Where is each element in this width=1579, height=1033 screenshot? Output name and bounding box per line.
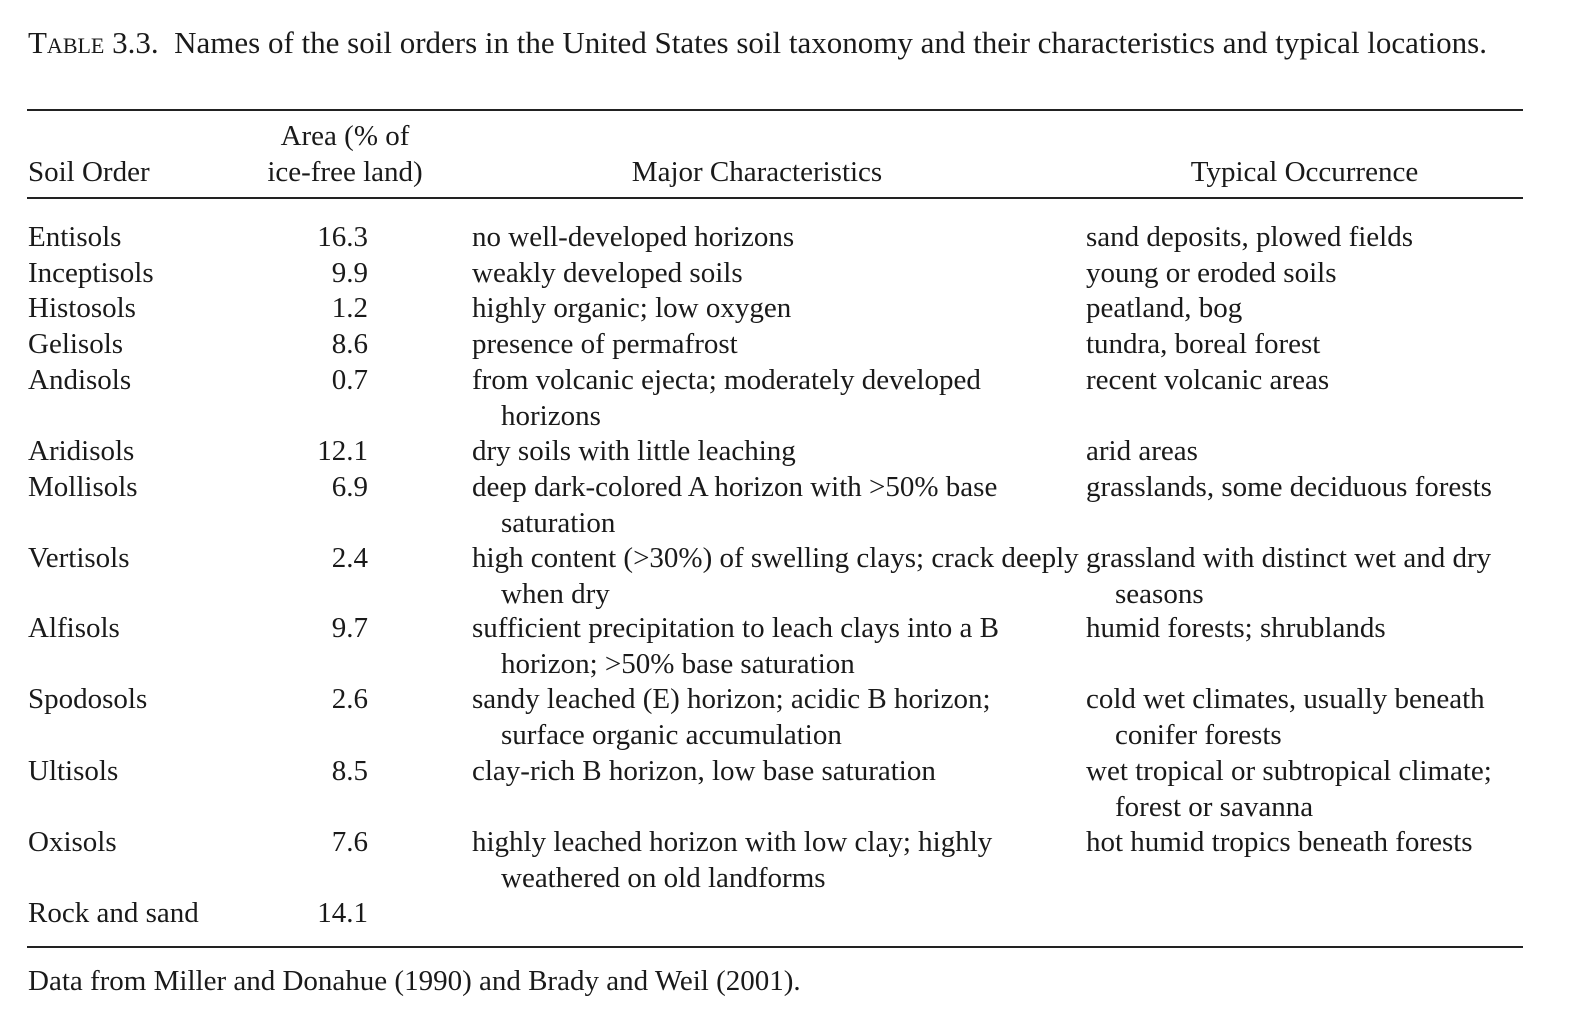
- cell-occurrence: grassland with distinct wet and dry seas…: [1086, 542, 1492, 610]
- cell-occurrence: cold wet climates, usually beneath conif…: [1086, 683, 1485, 751]
- cell-occurrence: sand deposits, plowed fields: [1086, 221, 1414, 253]
- cell-characteristics: deep dark-colored A horizon with >50% ba…: [472, 471, 998, 539]
- cell-area: 14.1: [317, 897, 368, 929]
- cell-soil-order: Vertisols: [28, 542, 130, 574]
- cell-soil-order: Entisols: [28, 221, 122, 253]
- table-caption: Table 3.3. Names of the soil orders in t…: [28, 22, 1528, 63]
- cell-characteristics: presence of permafrost: [472, 328, 738, 360]
- cell-occurrence: arid areas: [1086, 435, 1198, 467]
- cell-soil-order: Oxisols: [28, 826, 117, 858]
- cell-area: 2.4: [331, 542, 368, 574]
- cell-soil-order: Ultisols: [28, 755, 119, 787]
- cell-occurrence: peatland, bog: [1086, 292, 1243, 324]
- cell-characteristics: highly leached horizon with low clay; hi…: [472, 826, 993, 894]
- cell-area: 16.3: [317, 221, 368, 253]
- header-characteristics: Major Characteristics: [631, 156, 883, 188]
- cell-soil-order: Mollisols: [28, 471, 138, 503]
- header-rule: [27, 197, 1523, 199]
- cell-occurrence: recent volcanic areas: [1086, 364, 1330, 396]
- cell-characteristics: from volcanic ejecta; moderately develop…: [472, 364, 981, 432]
- cell-soil-order: Rock and sand: [28, 897, 199, 929]
- cell-soil-order: Andisols: [28, 364, 132, 396]
- cell-area: 0.7: [331, 364, 368, 396]
- header-area-line1: Area (% of: [280, 120, 410, 152]
- cell-occurrence: wet tropical or subtropical climate; for…: [1086, 755, 1492, 823]
- cell-occurrence: tundra, boreal forest: [1086, 328, 1321, 360]
- top-rule: [27, 109, 1523, 111]
- header-soil-order: Soil Order: [28, 156, 150, 188]
- caption-text: Names of the soil orders in the United S…: [174, 25, 1487, 60]
- cell-soil-order: Histosols: [28, 292, 136, 324]
- table-label: Table 3.3.: [28, 25, 159, 60]
- cell-area: 12.1: [317, 435, 368, 467]
- cell-soil-order: Alfisols: [28, 612, 120, 644]
- header-occurrence: Typical Occurrence: [1190, 156, 1419, 188]
- cell-soil-order: Inceptisols: [28, 257, 154, 289]
- cell-area: 7.6: [331, 826, 368, 858]
- cell-occurrence: humid forests; shrublands: [1086, 612, 1386, 644]
- cell-soil-order: Gelisols: [28, 328, 124, 360]
- cell-characteristics: sufficient precipitation to leach clays …: [472, 612, 999, 680]
- cell-characteristics: sandy leached (E) horizon; acidic B hori…: [472, 683, 991, 751]
- cell-area: 9.9: [331, 257, 368, 289]
- bottom-rule: [27, 946, 1523, 948]
- header-area-line2: ice-free land): [267, 156, 423, 188]
- cell-characteristics: no well-developed horizons: [472, 221, 795, 253]
- cell-soil-order: Aridisols: [28, 435, 135, 467]
- cell-characteristics: weakly developed soils: [472, 257, 743, 289]
- cell-occurrence: young or eroded soils: [1086, 257, 1337, 289]
- cell-area: 9.7: [331, 612, 368, 644]
- cell-soil-order: Spodosols: [28, 683, 148, 715]
- cell-characteristics: high content (>30%) of swelling clays; c…: [472, 542, 1079, 610]
- cell-occurrence: hot humid tropics beneath forests: [1086, 826, 1473, 858]
- cell-area: 1.2: [331, 292, 368, 324]
- cell-occurrence: grasslands, some deciduous forests: [1086, 471, 1492, 503]
- cell-area: 6.9: [331, 471, 368, 503]
- cell-area: 2.6: [331, 683, 368, 715]
- cell-characteristics: clay-rich B horizon, low base saturation: [472, 755, 936, 787]
- cell-area: 8.5: [331, 755, 368, 787]
- cell-area: 8.6: [331, 328, 368, 360]
- header-area: Area (% of ice-free land): [230, 118, 460, 190]
- cell-characteristics: dry soils with little leaching: [472, 435, 796, 467]
- table-footnote: Data from Miller and Donahue (1990) and …: [28, 965, 801, 997]
- cell-characteristics: highly organic; low oxygen: [472, 292, 792, 324]
